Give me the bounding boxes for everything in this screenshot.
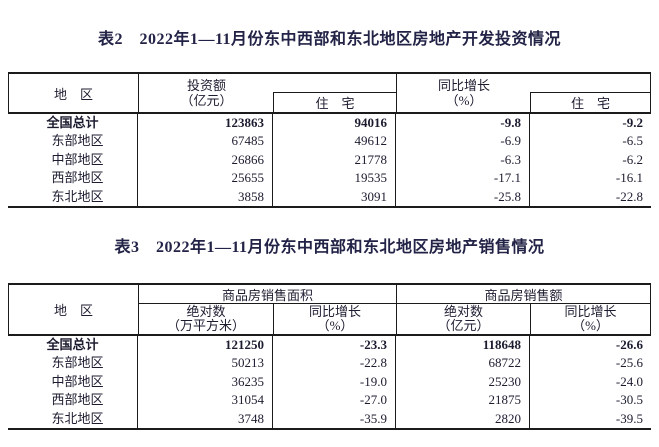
cell-amount: 68722 bbox=[396, 354, 530, 373]
region-label: 东部地区 bbox=[51, 355, 104, 371]
investment-line2: （亿元） bbox=[180, 93, 233, 108]
table2-header-investment-label: 投资额 （亿元） bbox=[139, 74, 274, 112]
cell-amount-yoy: -30.5 bbox=[615, 392, 643, 408]
cell-yoy: -17.1 bbox=[396, 169, 530, 188]
table2-header-residential2: 住 宅 bbox=[530, 92, 650, 112]
region-label: 东北地区 bbox=[51, 410, 104, 426]
region-label: 东北地区 bbox=[51, 188, 104, 204]
table-row: 全国总计 121250 -23.3 118648 -26.6 bbox=[8, 336, 651, 355]
table-row: 西部地区 31054 -27.0 21875 -30.5 bbox=[8, 391, 651, 410]
table3-header-group-area: 商品房销售面积 绝对数 （万平方米） 同比增长 （%） bbox=[139, 285, 397, 334]
table2-title: 表2 2022年1—11月份东中西部和东北地区房地产开发投资情况 bbox=[97, 31, 562, 48]
cell-residential: 19535 bbox=[273, 169, 396, 188]
table2-header-residential1: 住 宅 bbox=[273, 92, 396, 112]
cell-area-yoy: -27.0 bbox=[273, 391, 396, 410]
table3-header-region: 地 区 bbox=[9, 285, 139, 334]
table2-header-region: 地 区 bbox=[9, 74, 139, 112]
region-label: 全国总计 bbox=[46, 337, 99, 352]
table2-header-yoy-label: 同比增长 （%） bbox=[397, 74, 531, 112]
table3-header-yoy-amount: 同比增长 （%） bbox=[564, 303, 617, 333]
cell-amount-yoy: -26.6 bbox=[615, 337, 643, 352]
cell-yoy-residential: -6.5 bbox=[622, 133, 643, 149]
table3-header-abs-amount: 绝对数 （亿元） bbox=[397, 304, 531, 334]
region-label: 西部地区 bbox=[51, 170, 104, 186]
cell-amount: 21875 bbox=[396, 391, 530, 410]
cell-yoy: -6.3 bbox=[396, 150, 530, 170]
table3-header-area-group-label: 商品房销售面积 bbox=[139, 285, 396, 304]
cell-area-yoy: -35.9 bbox=[273, 409, 396, 428]
yoy-line1: 同比增长 bbox=[437, 78, 490, 93]
cell-residential: 49612 bbox=[273, 132, 396, 151]
cell-yoy: -25.8 bbox=[396, 187, 530, 206]
region-label: 中部地区 bbox=[51, 373, 104, 389]
cell-area: 3748 bbox=[138, 409, 273, 428]
table3-header-group-amount: 商品房销售额 绝对数 （亿元） 同比增长 （%） bbox=[397, 285, 650, 334]
cell-amount: 2820 bbox=[396, 409, 530, 428]
cell-amount: 118648 bbox=[396, 336, 530, 355]
table3-header: 地 区 商品房销售面积 绝对数 （万平方米） 同比增长 （%） 商品房销售额 绝… bbox=[8, 283, 651, 336]
table-row: 西部地区 25655 19535 -17.1 -16.1 bbox=[8, 169, 651, 188]
table2-investment: 地 区 投资额 （亿元） 住 宅 同比增长 （%） 住 宅 全国总计 12386… bbox=[8, 72, 651, 208]
cell-area-yoy: -23.3 bbox=[273, 336, 396, 355]
table2-body: 全国总计 123863 94016 -9.8 -9.2 东部地区 67485 4… bbox=[8, 114, 651, 208]
region-label: 全国总计 bbox=[46, 115, 99, 130]
region-label: 东部地区 bbox=[51, 133, 104, 149]
table3-header-abs-area: 绝对数 （万平方米） bbox=[139, 304, 274, 334]
table2-header-group-investment: 投资额 （亿元） 住 宅 bbox=[139, 74, 397, 112]
yoy-line2: （%） bbox=[445, 93, 483, 108]
cell-yoy-residential: -16.1 bbox=[615, 170, 643, 186]
cell-yoy-residential: -9.2 bbox=[622, 115, 643, 130]
cell-investment: 67485 bbox=[138, 132, 273, 151]
table3-header-yoy-area: 同比增长 （%） bbox=[308, 303, 361, 333]
cell-yoy-residential: -22.8 bbox=[615, 188, 643, 204]
cell-area: 50213 bbox=[138, 354, 273, 373]
cell-residential: 21778 bbox=[273, 150, 396, 170]
cell-investment: 3858 bbox=[138, 187, 273, 206]
cell-amount-yoy: -25.6 bbox=[615, 355, 643, 371]
table-row: 东北地区 3858 3091 -25.8 -22.8 bbox=[8, 187, 651, 206]
table3-sales: 地 区 商品房销售面积 绝对数 （万平方米） 同比增长 （%） 商品房销售额 绝… bbox=[8, 283, 651, 430]
table-row: 东北地区 3748 -35.9 2820 -39.5 bbox=[8, 409, 651, 428]
cell-yoy: -6.9 bbox=[396, 132, 530, 151]
cell-investment: 26866 bbox=[138, 150, 273, 170]
investment-line1: 投资额 bbox=[186, 78, 226, 93]
cell-area: 121250 bbox=[138, 336, 273, 355]
cell-yoy-residential: -6.2 bbox=[622, 151, 643, 167]
cell-amount: 25230 bbox=[396, 372, 530, 392]
cell-area-yoy: -22.8 bbox=[273, 354, 396, 373]
table2-header: 地 区 投资额 （亿元） 住 宅 同比增长 （%） 住 宅 bbox=[8, 72, 651, 114]
table-row: 东部地区 50213 -22.8 68722 -25.6 bbox=[8, 354, 651, 373]
cell-area: 31054 bbox=[138, 391, 273, 410]
table2-header-group-yoy: 同比增长 （%） 住 宅 bbox=[397, 74, 650, 112]
cell-amount-yoy: -39.5 bbox=[615, 410, 643, 426]
table-row: 东部地区 67485 49612 -6.9 -6.5 bbox=[8, 132, 651, 151]
table3-header-amount-group-label: 商品房销售额 bbox=[397, 285, 650, 304]
cell-amount-yoy: -24.0 bbox=[615, 373, 643, 389]
table-row: 中部地区 36235 -19.0 25230 -24.0 bbox=[8, 372, 651, 392]
cell-residential: 3091 bbox=[273, 187, 396, 206]
cell-area-yoy: -19.0 bbox=[273, 372, 396, 392]
cell-investment: 25655 bbox=[138, 169, 273, 188]
region-label: 西部地区 bbox=[51, 392, 104, 408]
table3-body: 全国总计 121250 -23.3 118648 -26.6 东部地区 5021… bbox=[8, 336, 651, 430]
cell-investment: 123863 bbox=[138, 114, 273, 133]
table-row: 全国总计 123863 94016 -9.8 -9.2 bbox=[8, 114, 651, 133]
table-row: 中部地区 26866 21778 -6.3 -6.2 bbox=[8, 150, 651, 170]
table3-title: 表3 2022年1—11月份东中西部和东北地区房地产销售情况 bbox=[114, 239, 545, 256]
cell-yoy: -9.8 bbox=[396, 114, 530, 133]
cell-residential: 94016 bbox=[273, 114, 396, 133]
cell-area: 36235 bbox=[138, 372, 273, 392]
region-label: 中部地区 bbox=[51, 151, 104, 167]
